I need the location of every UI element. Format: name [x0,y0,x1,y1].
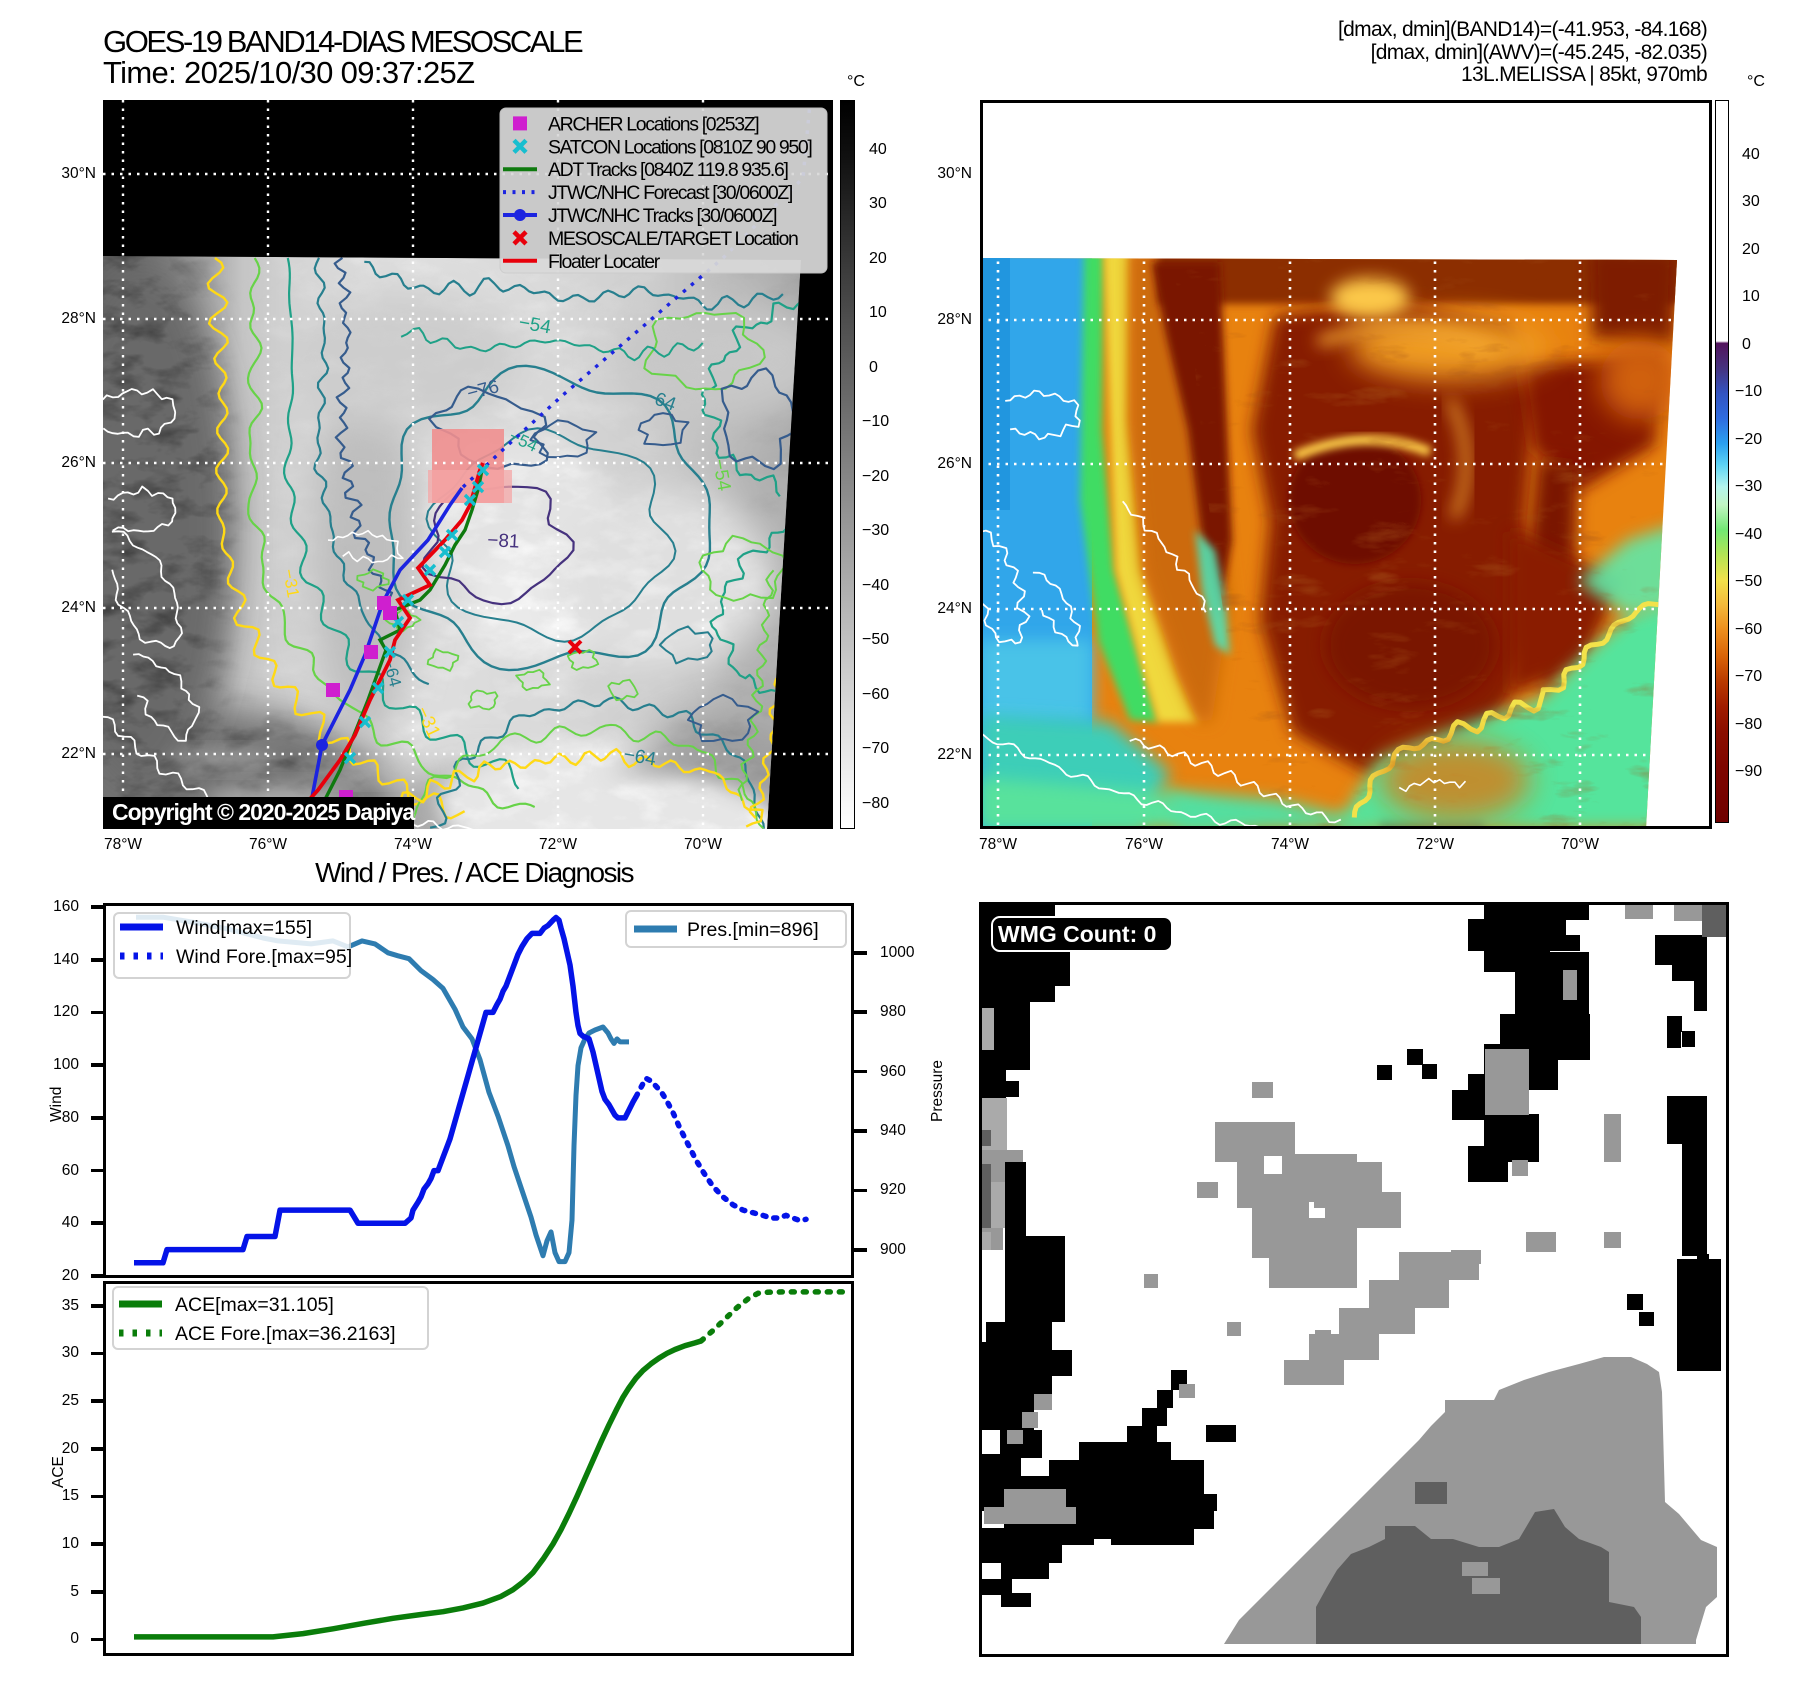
svg-text:SATCON Locations [0810Z 90 950: SATCON Locations [0810Z 90 950] [548,136,812,158]
svg-text:−31: −31 [279,567,303,599]
svg-text:Wind Fore.[max=95]: Wind Fore.[max=95] [176,946,352,968]
svg-text:ACE[max=31.105]: ACE[max=31.105] [175,1294,334,1316]
svg-text:ACE Fore.[max=36.2163]: ACE Fore.[max=36.2163] [175,1323,396,1345]
svg-text:Floater Locater: Floater Locater [548,251,661,273]
svg-text:Wind[max=155]: Wind[max=155] [176,917,312,939]
svg-text:Copyright © 2020-2025 Dapiya: Copyright © 2020-2025 Dapiya [112,799,415,825]
svg-text:MESOSCALE/TARGET Location: MESOSCALE/TARGET Location [548,228,798,250]
svg-text:ADT Tracks [0840Z 119.8 935.6]: ADT Tracks [0840Z 119.8 935.6] [548,159,788,181]
svg-text:Pres.[min=896]: Pres.[min=896] [687,919,819,941]
svg-text:−81: −81 [487,530,520,553]
svg-text:JTWC/NHC Forecast [30/0600Z]: JTWC/NHC Forecast [30/0600Z] [548,182,793,204]
svg-text:JTWC/NHC Tracks [30/0600Z]: JTWC/NHC Tracks [30/0600Z] [548,205,777,227]
svg-text:WMG Count: 0: WMG Count: 0 [998,921,1156,947]
svg-text:ARCHER Locations [0253Z]: ARCHER Locations [0253Z] [548,113,759,135]
